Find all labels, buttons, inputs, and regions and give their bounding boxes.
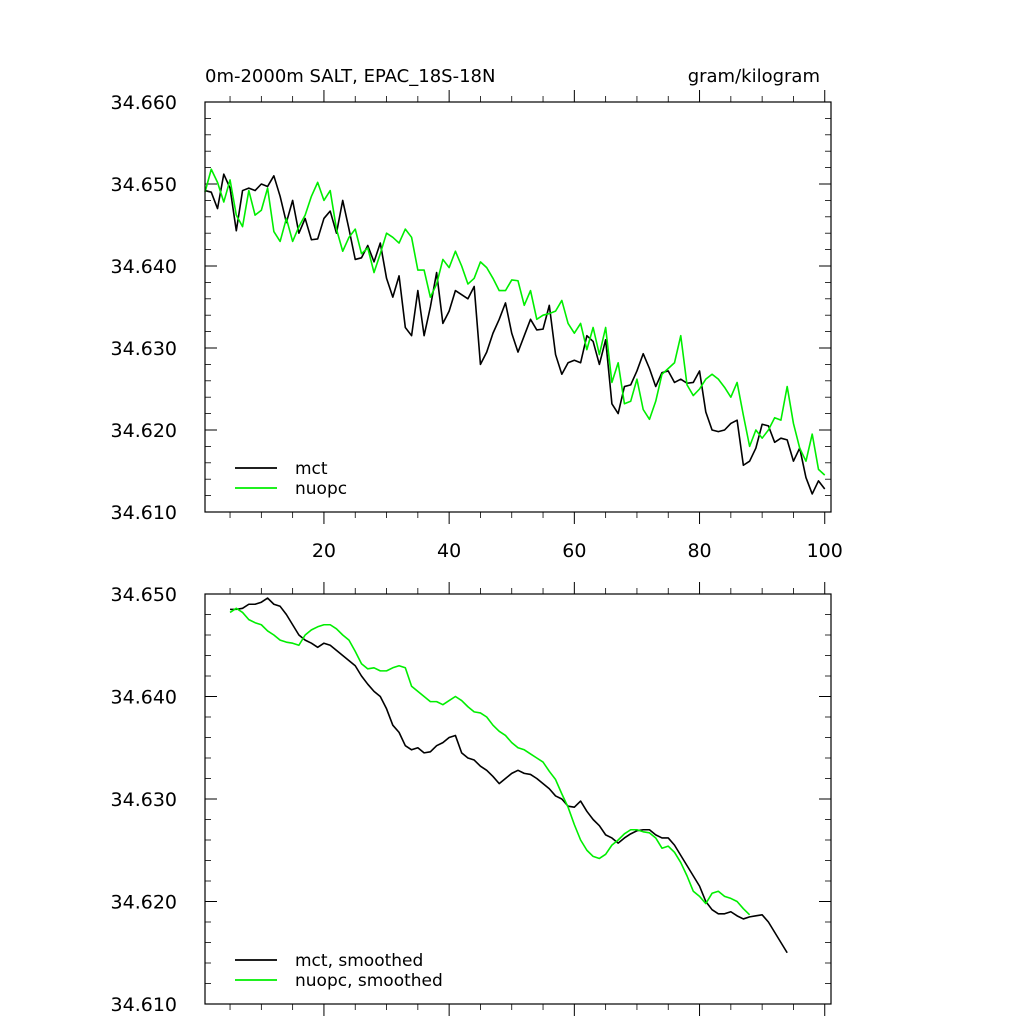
y-tick-label: 34.660 [111, 92, 177, 114]
chart-units: gram/kilogram [688, 66, 820, 87]
legend-label-nuopc: nuopc [295, 479, 347, 499]
y-tick-label: 34.640 [111, 256, 177, 278]
y-tick-label: 34.630 [111, 338, 177, 360]
y-tick-label: 34.650 [111, 584, 177, 606]
top-plot-frame [204, 101, 832, 513]
chart-title: 0m-2000m SALT, EPAC_18S-18N [205, 66, 495, 87]
x-tick-label: 60 [562, 540, 586, 562]
x-tick-label: 80 [687, 540, 711, 562]
y-tick-label: 34.620 [111, 892, 177, 914]
top-series-group [204, 168, 826, 495]
x-tick-label: 40 [437, 540, 461, 562]
series-line-nuopc [204, 168, 826, 476]
y-tick-label: 34.640 [111, 687, 177, 709]
y-tick-label: 34.630 [111, 789, 177, 811]
series-line-nuopc-smoothed [229, 607, 751, 916]
x-tick-label: 100 [807, 540, 843, 562]
bottom-panel: 34.610 34.620 34.630 34.640 34.650 mct, smoo… [111, 582, 832, 1016]
y-tick-label: 34.610 [111, 502, 177, 524]
bottom-ticks: 34.610 34.620 34.630 34.640 34.650 [111, 582, 831, 1016]
legend-label-mct: mct [295, 459, 328, 479]
series-line-mct [204, 173, 826, 495]
series-line-mct-smoothed [230, 597, 788, 954]
legend-label-nuopc-smoothed: nuopc, smoothed [295, 971, 443, 991]
top-panel: 0m-2000m SALT, EPAC_18S-18N gram/kilogra… [111, 66, 843, 562]
y-tick-label: 34.610 [111, 994, 177, 1016]
legend-label-mct-smoothed: mct, smoothed [295, 951, 423, 971]
bottom-series-group [229, 597, 788, 954]
x-tick-label: 20 [312, 540, 336, 562]
y-tick-label: 34.650 [111, 174, 177, 196]
y-tick-label: 34.620 [111, 420, 177, 442]
top-ticks: 34.610 34.620 34.630 34.640 34.650 34.660 20 40… [111, 90, 843, 562]
bottom-plot-frame [204, 593, 832, 1005]
